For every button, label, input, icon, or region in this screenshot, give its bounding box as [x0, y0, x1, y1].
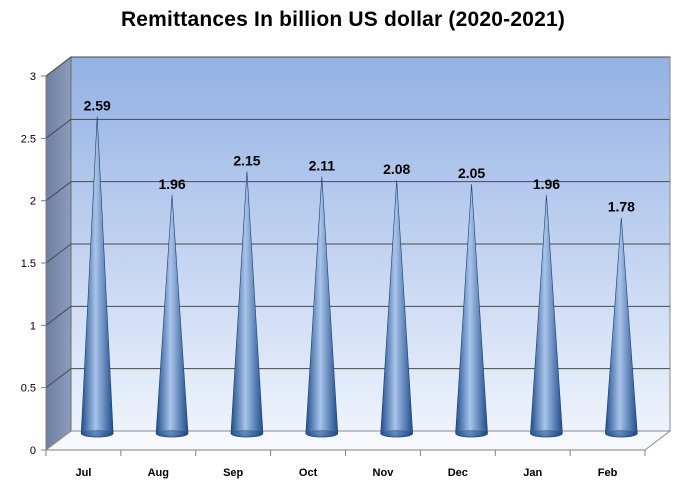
- data-label: 2.05: [458, 165, 485, 181]
- y-axis: 0 0.5 1 1.5 2 2.5 3: [21, 71, 47, 457]
- cone: [380, 180, 413, 438]
- y-tick-label: 2.5: [21, 133, 36, 145]
- data-label: 2.15: [233, 153, 260, 169]
- data-label: 1.78: [608, 199, 635, 215]
- cone-base: [156, 430, 189, 438]
- x-tick-label: Feb: [598, 467, 618, 479]
- cone: [305, 176, 339, 438]
- x-tick-label: Oct: [299, 467, 318, 479]
- floor: [44, 430, 672, 451]
- y-tick-label: 0: [30, 445, 36, 457]
- gridline-side: [45, 181, 72, 202]
- cone: [80, 116, 114, 438]
- data-label: 1.96: [158, 176, 185, 192]
- y-tick-label: 3: [30, 71, 36, 83]
- cone: [155, 195, 189, 438]
- data-label: 2.59: [84, 98, 111, 114]
- x-tick-label: Nov: [373, 467, 395, 479]
- chart-title: Remittances In billion US dollar (2020-2…: [120, 8, 566, 31]
- gridline-side: [45, 118, 72, 139]
- cones: [80, 116, 638, 438]
- cone-base: [530, 430, 563, 438]
- cone-base: [230, 430, 263, 438]
- gridline-side: [45, 305, 72, 326]
- cone-base: [81, 430, 114, 438]
- cone: [530, 195, 563, 438]
- data-labels: 2.59 1.96 2.15 2.11 2.08 2.05 1.96 1.78: [84, 98, 636, 215]
- x-axis: Jul Aug Sep Oct Nov Dec Jan Feb: [45, 449, 646, 479]
- y-tick-label: 1.5: [21, 258, 36, 270]
- x-tick-label: Aug: [148, 467, 169, 479]
- y-tick-label: 2: [30, 196, 36, 208]
- gridline-side: [45, 368, 72, 389]
- cone-base: [605, 430, 638, 438]
- y-tick-label: 1: [30, 320, 36, 332]
- cone: [605, 217, 638, 438]
- cone-base: [380, 430, 413, 438]
- x-tick-label: Jul: [75, 467, 91, 479]
- cone-base: [455, 430, 488, 438]
- plot-walls: [44, 55, 672, 452]
- gridline-side: [45, 243, 72, 264]
- x-tick-label: Jan: [523, 467, 542, 479]
- x-tick-label: Dec: [448, 467, 468, 479]
- gridline-side: [45, 56, 72, 77]
- cone: [230, 171, 264, 438]
- cone-base: [305, 430, 338, 438]
- data-label: 2.11: [309, 158, 336, 174]
- x-tick-label: Sep: [223, 467, 243, 479]
- y-tick-label: 0.5: [21, 383, 36, 395]
- data-label: 1.96: [533, 176, 560, 192]
- data-label: 2.08: [383, 161, 410, 177]
- cone: [455, 183, 488, 438]
